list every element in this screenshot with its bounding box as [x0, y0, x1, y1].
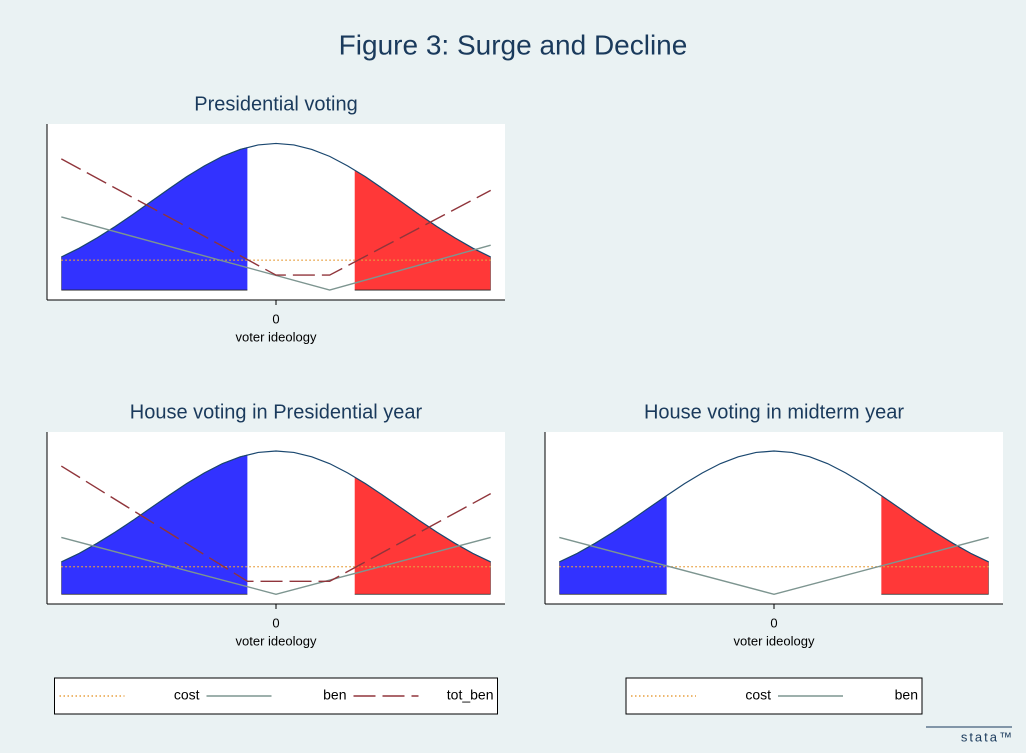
- density-curve: [61, 142, 491, 258]
- legend-label: ben: [323, 687, 346, 703]
- x-tick-label: 0: [272, 311, 279, 326]
- x-axis-label: voter ideology: [236, 329, 317, 344]
- legend: [625, 677, 923, 715]
- x-tick-label: 0: [272, 615, 279, 630]
- series-line: [60, 465, 492, 582]
- figure-title: Figure 3: Surge and Decline: [339, 29, 688, 60]
- legend-label: cost: [745, 687, 771, 703]
- x-tick-label: 0: [770, 615, 777, 630]
- series-line: [61, 216, 491, 291]
- panel-title: Presidential voting: [194, 93, 357, 115]
- x-axis-label: voter ideology: [236, 633, 317, 648]
- x-axis-label: voter ideology: [734, 633, 815, 648]
- density-curve: [61, 450, 491, 563]
- panel-title: House voting in midterm year: [644, 401, 904, 423]
- series-line: [559, 536, 989, 595]
- panel-title: House voting in Presidential year: [130, 401, 423, 423]
- series-line: [60, 158, 492, 276]
- series-line: [61, 536, 491, 595]
- legend-label: cost: [174, 687, 200, 703]
- legend: [54, 677, 498, 715]
- legend-label: ben: [895, 687, 918, 703]
- logo: stata™: [961, 729, 1014, 744]
- density-curve: [559, 450, 989, 563]
- legend-label: tot_ben: [447, 687, 494, 703]
